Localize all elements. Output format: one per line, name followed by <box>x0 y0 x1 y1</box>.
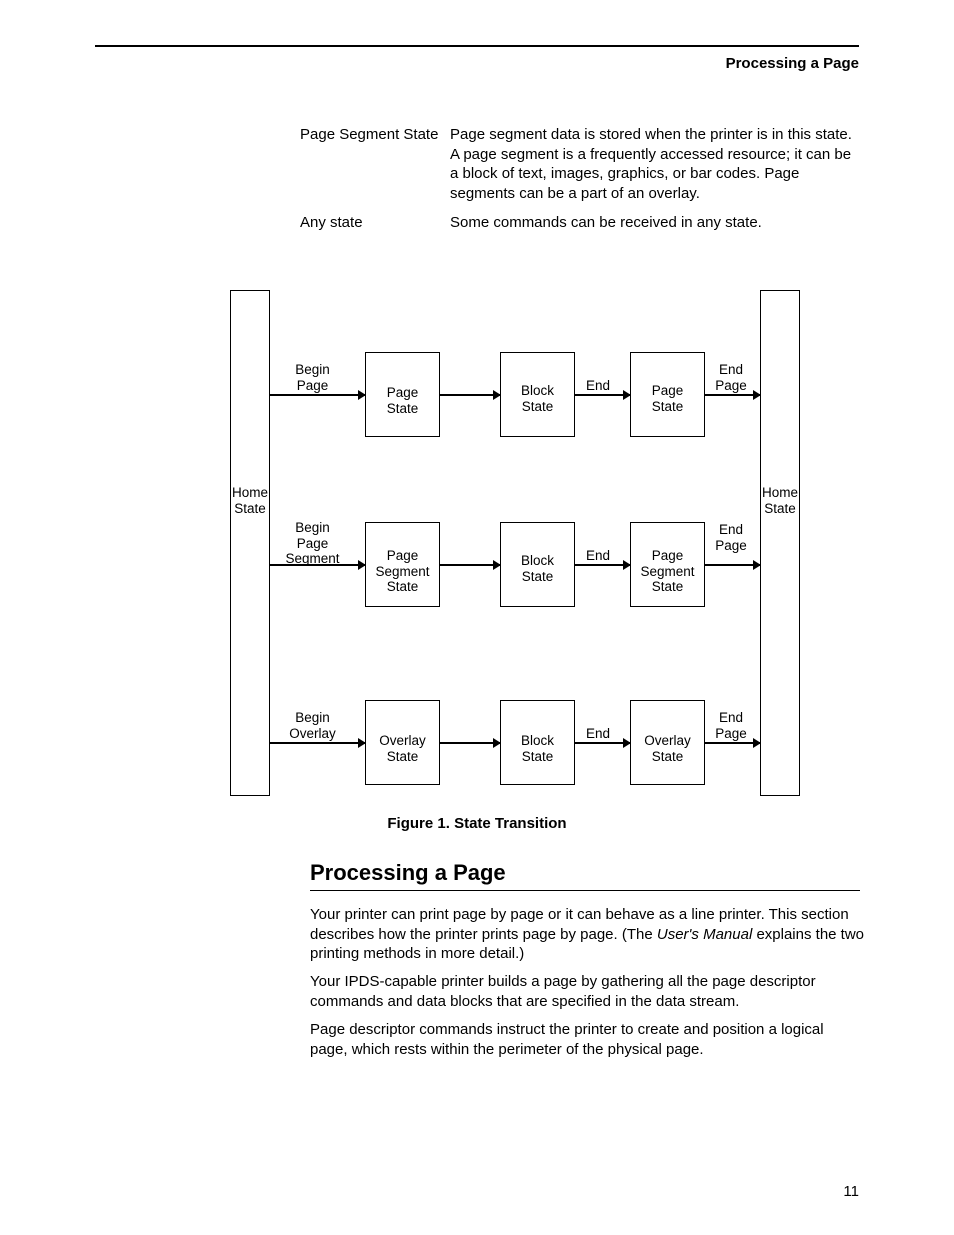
row1-box3-label: PageState <box>630 383 705 414</box>
definition-term: Any state <box>300 213 450 233</box>
arrow <box>270 394 365 396</box>
arrow <box>440 564 500 566</box>
row3-box3-label: OverlayState <box>630 733 705 764</box>
section-heading-text: Processing a Page <box>310 860 860 886</box>
row3-end-label: EndPage <box>707 710 755 741</box>
home-state-right-label: HomeState <box>740 485 820 516</box>
arrow <box>705 742 760 744</box>
arrow <box>575 742 630 744</box>
row1-box1-label: PageState <box>365 385 440 416</box>
paragraph-3: Page descriptor commands instruct the pr… <box>310 1020 865 1059</box>
row3-box1-label: OverlayState <box>365 733 440 764</box>
row2-mid-label: End <box>578 548 618 564</box>
paragraph-2: Your IPDS-capable printer builds a page … <box>310 972 865 1011</box>
row3-mid-label: End <box>578 726 618 742</box>
definition-row: Any state Some commands can be received … <box>300 213 860 233</box>
arrow <box>575 394 630 396</box>
arrow <box>270 564 365 566</box>
arrow <box>575 564 630 566</box>
page-number: 11 <box>843 1183 859 1200</box>
definitions-block: Page Segment State Page segment data is … <box>300 125 860 243</box>
definition-term: Page Segment State <box>300 125 450 203</box>
paragraph-1: Your printer can print page by page or i… <box>310 905 865 964</box>
arrow <box>440 394 500 396</box>
definition-desc: Some commands can be received in any sta… <box>450 213 860 233</box>
row2-box3-label: PageSegmentState <box>630 548 705 595</box>
section-heading: Processing a Page <box>310 860 860 891</box>
row1-box2-label: BlockState <box>500 383 575 414</box>
row1-begin-label: BeginPage <box>280 362 345 393</box>
row2-begin-label: BeginPageSegment <box>275 520 350 567</box>
row3-box2-label: BlockState <box>500 733 575 764</box>
row2-box2-label: BlockState <box>500 553 575 584</box>
arrow <box>270 742 365 744</box>
row1-mid-label: End <box>578 378 618 394</box>
arrow <box>705 394 760 396</box>
page-header-title: Processing a Page <box>726 55 859 72</box>
p1-em: User's Manual <box>657 926 752 943</box>
definition-row: Page Segment State Page segment data is … <box>300 125 860 203</box>
home-state-right-box <box>760 290 800 796</box>
header-rule <box>95 45 859 47</box>
figure-caption: Figure 1. State Transition <box>0 815 954 832</box>
home-state-left-label: HomeState <box>210 485 290 516</box>
section-rule <box>310 890 860 891</box>
arrow <box>705 564 760 566</box>
row2-end-label: EndPage <box>707 522 755 553</box>
row2-box1-label: PageSegmentState <box>365 548 440 595</box>
definition-desc: Page segment data is stored when the pri… <box>450 125 860 203</box>
arrow <box>440 742 500 744</box>
home-state-left-box <box>230 290 270 796</box>
row3-begin-label: BeginOverlay <box>280 710 345 741</box>
state-transition-diagram: HomeState HomeState BeginPage PageState … <box>230 290 860 800</box>
row1-end-label: EndPage <box>707 362 755 393</box>
